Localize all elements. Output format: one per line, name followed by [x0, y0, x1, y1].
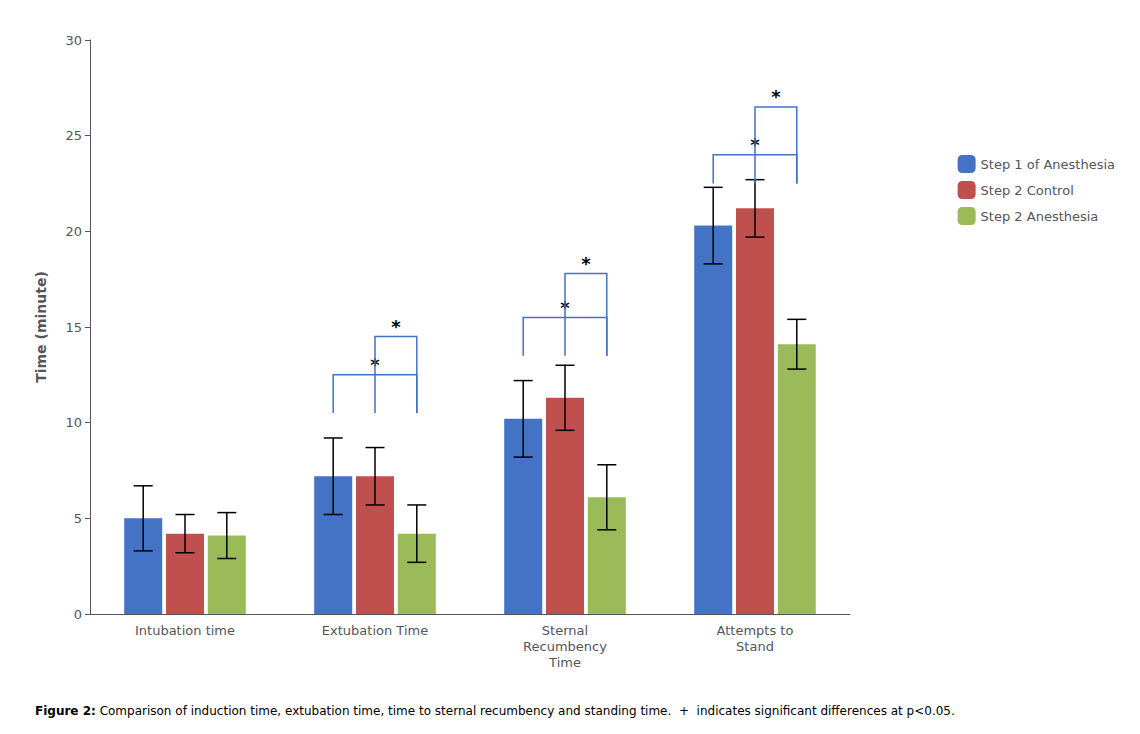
svg-text:Stand: Stand: [736, 639, 774, 654]
svg-text:20: 20: [65, 224, 82, 239]
svg-text:5: 5: [74, 511, 82, 526]
svg-text:Recumbency: Recumbency: [523, 639, 607, 654]
svg-text:Step 2 Anesthesia: Step 2 Anesthesia: [981, 209, 1099, 224]
svg-text:Step 2 Control: Step 2 Control: [981, 183, 1074, 198]
svg-text:0: 0: [74, 607, 82, 622]
svg-text:25: 25: [65, 128, 82, 143]
svg-text:Time (minute): Time (minute): [33, 271, 49, 383]
svg-text:Intubation time: Intubation time: [135, 623, 235, 638]
svg-text:Comparison of induction time,: Comparison of induction time, extubation…: [96, 704, 955, 718]
svg-text:*: *: [771, 86, 781, 107]
svg-text:Step 1 of Anesthesia: Step 1 of Anesthesia: [981, 157, 1115, 172]
svg-text:Time: Time: [548, 655, 581, 670]
svg-text:*: *: [391, 316, 401, 337]
svg-text:30: 30: [65, 33, 82, 48]
svg-text:10: 10: [65, 415, 82, 430]
svg-text:15: 15: [65, 320, 82, 335]
svg-text:*: *: [581, 253, 591, 274]
svg-text:Figure 2:: Figure 2:: [35, 704, 96, 718]
svg-text:Attempts to: Attempts to: [717, 623, 794, 638]
svg-text:Sternal: Sternal: [542, 623, 588, 638]
svg-text:Extubation Time: Extubation Time: [322, 623, 428, 638]
